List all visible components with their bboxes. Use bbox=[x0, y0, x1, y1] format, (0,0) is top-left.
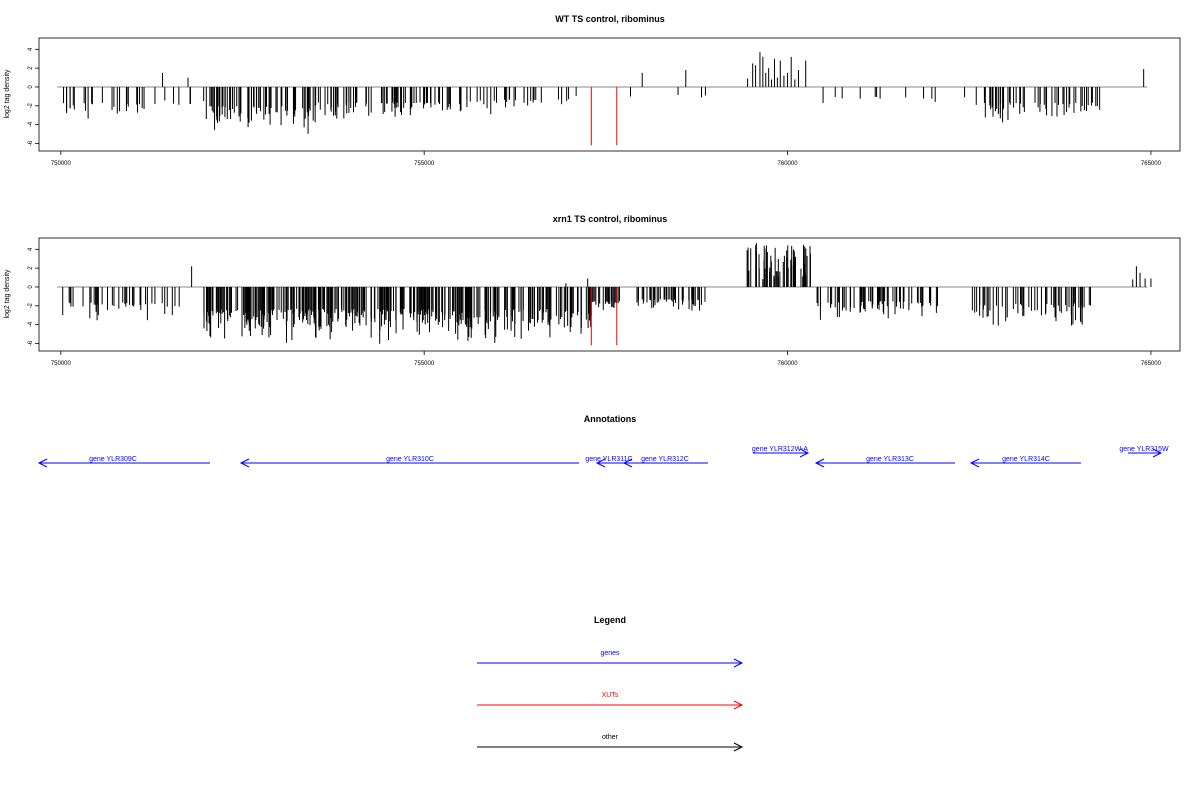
y-tick-label: -2 bbox=[28, 102, 34, 108]
gene-label: gene YLR309C bbox=[89, 456, 137, 463]
coverage-marks bbox=[57, 52, 1148, 146]
y-axis-label: log2 tag density bbox=[4, 69, 11, 119]
gene-arrow bbox=[1128, 448, 1163, 458]
y-tick-label: -4 bbox=[28, 321, 34, 327]
wt-coverage-panel: WT TS control, ribominus log2 tag densit… bbox=[4, 14, 1181, 167]
y-tick-label: -4 bbox=[28, 121, 34, 127]
gene-label: gene YLR311C bbox=[585, 456, 632, 463]
annotation-track: Annotations gene YLR309C gene YLR310C gene… bbox=[37, 414, 1169, 468]
x-tick-label: 750000 bbox=[51, 161, 72, 167]
gene-features: gene YLR309C gene YLR310C gene YLR311C gene… bbox=[37, 446, 1169, 468]
legend-label: XUTs bbox=[602, 692, 619, 699]
panel-title: xrn1 TS control, ribominus bbox=[553, 214, 668, 224]
plot-frame bbox=[38, 237, 1181, 352]
y-axis-label: log2 tag density bbox=[4, 269, 11, 319]
gene-label: gene YLR313C bbox=[866, 456, 914, 463]
x-tick-label: 760000 bbox=[778, 361, 799, 367]
gene-label: gene YLR314C bbox=[1002, 456, 1050, 463]
annotations-title: Annotations bbox=[584, 414, 637, 424]
x-tick-label: 760000 bbox=[778, 161, 799, 167]
legend-arrow bbox=[477, 700, 744, 710]
x-tick-label: 765000 bbox=[1141, 161, 1162, 167]
gene-arrow bbox=[622, 458, 708, 468]
panel-title: WT TS control, ribominus bbox=[555, 14, 665, 24]
x-tick-label: 765000 bbox=[1141, 361, 1162, 367]
gene-arrow bbox=[814, 458, 955, 468]
plot-frame bbox=[38, 37, 1181, 152]
y-tick-label: 0 bbox=[28, 285, 34, 289]
y-tick-label: 4 bbox=[28, 47, 34, 51]
gene-arrow bbox=[969, 458, 1081, 468]
gene-label: gene YLR312W-A bbox=[752, 446, 808, 453]
legend-label: genes bbox=[600, 650, 620, 657]
axis-ticks: 750000 755000 760000 765000 -6 -4 -2 0 2 4 bbox=[28, 47, 1162, 167]
legend-label: other bbox=[602, 734, 619, 741]
x-tick-label: 755000 bbox=[414, 361, 435, 367]
gene-label: gene YLR310C bbox=[386, 456, 434, 463]
x-tick-label: 750000 bbox=[51, 361, 72, 367]
axis-ticks: 750000 755000 760000 765000 -6 -4 -2 0 2 4 bbox=[28, 247, 1162, 367]
xrn1-coverage-panel: xrn1 TS control, ribominus log2 tag dens… bbox=[4, 214, 1181, 367]
gene-arrow bbox=[753, 448, 810, 458]
gene-label: gene YLR312C bbox=[641, 456, 689, 463]
x-tick-label: 755000 bbox=[414, 161, 435, 167]
gene-label: gene YLR315W bbox=[1119, 446, 1169, 453]
gene-arrow bbox=[37, 458, 210, 468]
legend: Legend genes XUTs other bbox=[477, 615, 744, 752]
legend-title: Legend bbox=[594, 615, 626, 625]
y-tick-label: -6 bbox=[28, 140, 34, 146]
legend-entries: genes XUTs other bbox=[477, 650, 744, 752]
legend-arrow bbox=[477, 742, 744, 752]
y-tick-label: 2 bbox=[28, 66, 34, 70]
y-tick-label: -2 bbox=[28, 302, 34, 308]
y-tick-label: 2 bbox=[28, 266, 34, 270]
gene-arrow bbox=[239, 458, 579, 468]
y-tick-label: 4 bbox=[28, 247, 34, 251]
y-tick-label: 0 bbox=[28, 85, 34, 89]
legend-arrow bbox=[477, 658, 744, 668]
y-tick-label: -6 bbox=[28, 340, 34, 346]
coverage-marks bbox=[57, 243, 1152, 346]
